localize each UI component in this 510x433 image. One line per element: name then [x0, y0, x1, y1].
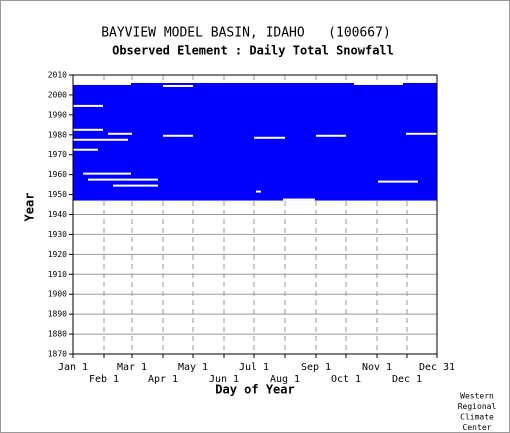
x-tick-label: Apr 1 — [148, 374, 178, 385]
missing-data — [108, 132, 132, 135]
x-tick-label: Feb 1 — [89, 374, 119, 385]
y-tick-label: 1920 — [48, 250, 67, 259]
missing-data — [163, 134, 193, 137]
missing-data — [73, 82, 131, 85]
missing-data — [316, 134, 346, 137]
coverage-block — [73, 82, 437, 201]
x-tick-label: Oct 1 — [331, 374, 361, 385]
x-tick-label: Aug 1 — [270, 374, 300, 385]
y-tick-label: 1910 — [48, 270, 67, 279]
plot-border — [72, 74, 438, 355]
chart-title: BAYVIEW MODEL BASIN, IDAHO (100667) — [101, 26, 391, 41]
x-tick-label: Jul 1 — [239, 362, 269, 373]
missing-data — [73, 148, 98, 151]
y-tick-label: 1900 — [48, 290, 67, 299]
credit: Center — [463, 423, 492, 432]
y-axis-label: Year — [23, 193, 37, 222]
missing-data — [73, 104, 103, 107]
y-tick-label: 1970 — [48, 150, 67, 159]
missing-data — [406, 132, 437, 135]
y-tick-label: 1990 — [48, 110, 67, 119]
x-tick-label: Mar 1 — [117, 362, 147, 373]
y-tick-label: 2000 — [48, 90, 67, 99]
credit: Regional — [458, 402, 497, 411]
missing-data — [283, 198, 315, 201]
missing-data — [378, 180, 418, 183]
y-tick-label: 1960 — [48, 170, 67, 179]
credit: Western — [460, 392, 494, 401]
x-tick-label: Dec 1 — [392, 374, 422, 385]
missing-data — [256, 190, 261, 193]
x-tick-label: Nov 1 — [362, 362, 392, 373]
missing-data — [73, 128, 103, 131]
y-tick-label: 1980 — [48, 130, 67, 139]
y-tick-label: 1890 — [48, 310, 67, 319]
y-tick-label: 1940 — [48, 210, 67, 219]
chart-subtitle: Observed Element : Daily Total Snowfall — [112, 44, 394, 58]
missing-data — [73, 138, 128, 141]
missing-data — [354, 82, 403, 85]
missing-data — [163, 84, 193, 87]
x-tick-label: Jan 1 — [58, 362, 88, 373]
x-axis-label: Day of Year — [215, 383, 294, 397]
missing-data — [254, 136, 285, 139]
y-tick-label: 1950 — [48, 190, 67, 199]
x-tick-label: Sep 1 — [301, 362, 331, 373]
x-tick-label: Dec 31 — [419, 362, 455, 373]
missing-data — [88, 178, 158, 181]
x-tick-label: May 1 — [178, 362, 208, 373]
y-tick-label: 1930 — [48, 230, 67, 239]
missing-data — [113, 184, 158, 187]
y-tick-label: 1880 — [48, 330, 67, 339]
y-tick-label: 2010 — [48, 71, 67, 80]
x-tick-label: Jun 1 — [209, 374, 239, 385]
missing-data — [83, 172, 131, 175]
y-tick-label: 1870 — [48, 350, 67, 359]
credit: Climate — [460, 413, 494, 422]
